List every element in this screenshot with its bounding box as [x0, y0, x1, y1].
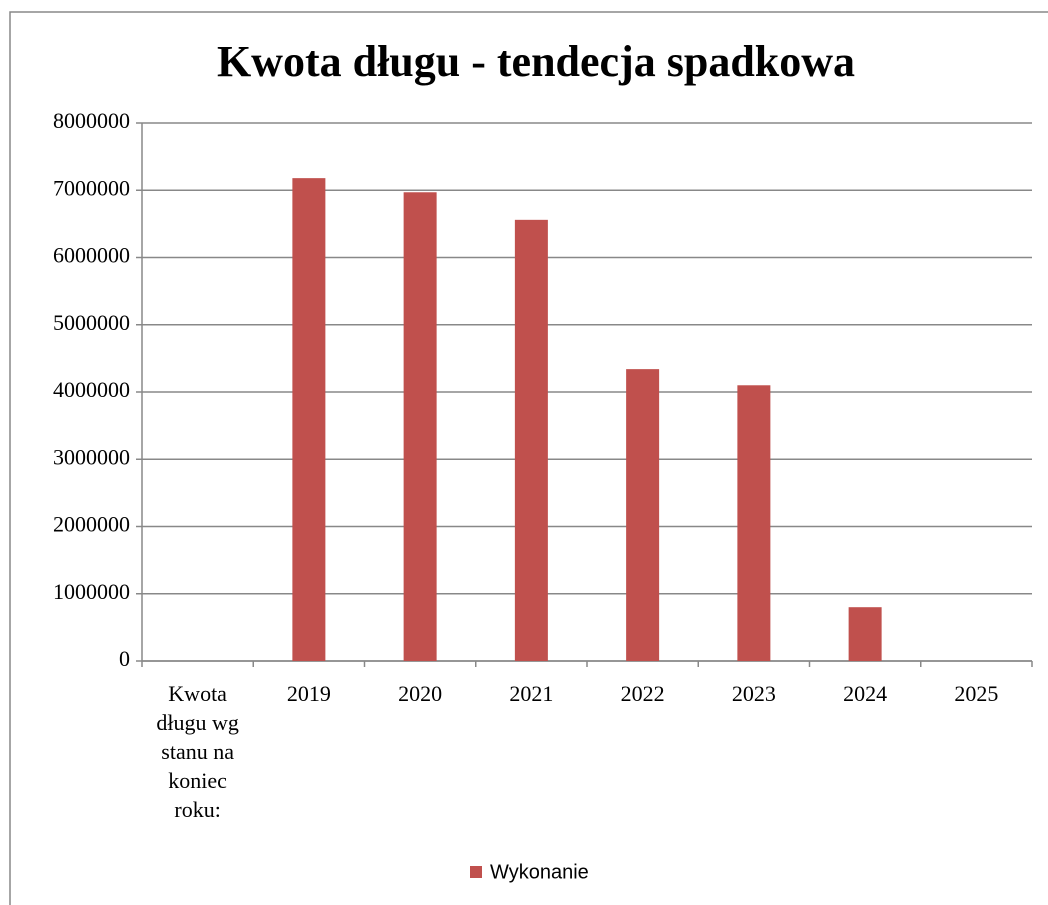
y-tick-label: 1000000: [53, 579, 130, 604]
chart-frame: [9, 11, 1048, 905]
bar: [292, 178, 326, 661]
x-tick-label: 2020: [398, 681, 443, 706]
legend-label: Wykonanie: [490, 861, 589, 883]
y-tick-label: 0: [119, 646, 130, 671]
x-tick-label: 2021: [509, 681, 554, 706]
y-tick-label: 4000000: [53, 377, 130, 402]
bar: [848, 607, 882, 661]
x-tick-label: 2022: [620, 681, 665, 706]
legend-swatch: [470, 866, 482, 878]
bar: [514, 219, 548, 661]
bar: [737, 385, 771, 661]
bar: [626, 369, 660, 661]
bar: [403, 192, 437, 661]
x-tick-label: 2025: [954, 681, 999, 706]
x-tick-label: 2023: [731, 681, 776, 706]
x-tick-label: Kwota długu wg stanu na koniec roku:: [156, 681, 239, 822]
chart-title: Kwota długu - tendecja spadkowa: [217, 37, 855, 86]
y-tick-label: 2000000: [53, 512, 130, 537]
y-tick-label: 3000000: [53, 444, 130, 469]
y-tick-label: 6000000: [53, 243, 130, 268]
y-tick-label: 5000000: [53, 310, 130, 335]
y-tick-label: 8000000: [53, 108, 130, 133]
x-tick-label: 2024: [843, 681, 888, 706]
y-tick-label: 7000000: [53, 175, 130, 200]
x-tick-label: 2019: [286, 681, 331, 706]
